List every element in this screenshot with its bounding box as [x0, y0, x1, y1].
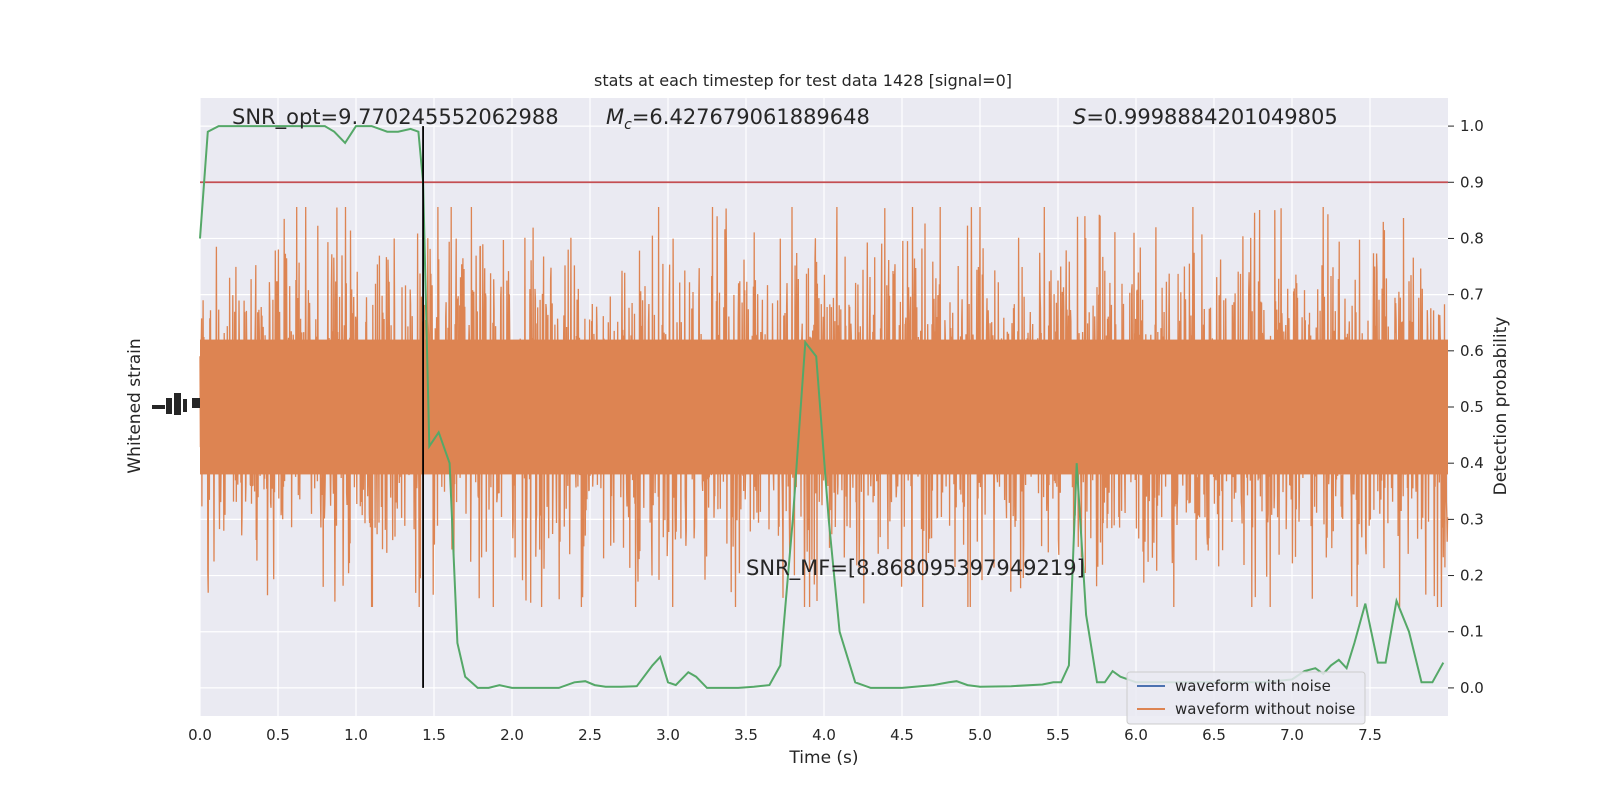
x-tick-label: 3.5	[734, 726, 758, 744]
x-tick-label: 4.0	[812, 726, 836, 744]
x-tick-label: 0.5	[266, 726, 290, 744]
y-right-tick-labels: 0.0 0.1 0.2 0.3 0.4 0.5 0.6 0.7 0.8 0.9 1.0	[1448, 117, 1484, 697]
chart-title: stats at each timestep for test data 142…	[594, 71, 1012, 90]
y-right-tick-label: 0.3	[1460, 510, 1484, 528]
y-right-tick-label: 0.1	[1460, 623, 1484, 641]
snr-opt-annotation: SNR_opt=9.770245552062988	[232, 105, 559, 130]
legend-label-waveform-without-noise: waveform without noise	[1175, 700, 1355, 718]
x-tick-label: 7.5	[1358, 726, 1382, 744]
left-axis-tick-marks	[152, 393, 200, 415]
x-tick-label: 5.5	[1046, 726, 1070, 744]
y-right-tick-label: 1.0	[1460, 117, 1484, 135]
x-tick-label: 4.5	[890, 726, 914, 744]
y-right-tick-label: 0.4	[1460, 454, 1484, 472]
x-tick-labels: 0.0 0.5 1.0 1.5 2.0 2.5 3.0 3.5 4.0 4.5 5.0 5.5 6.0 6…	[188, 726, 1382, 744]
x-tick-label: 7.0	[1280, 726, 1304, 744]
chirp-mass-subscript: c	[624, 117, 632, 133]
chirp-mass-value: =6.427679061889648	[632, 105, 870, 129]
x-tick-label: 6.5	[1202, 726, 1226, 744]
x-tick-label: 0.0	[188, 726, 212, 744]
chirp-mass-symbol: M	[606, 105, 624, 129]
x-tick-label: 5.0	[968, 726, 992, 744]
y-axis-right-label: Detection probability	[1491, 317, 1511, 496]
y-right-tick-label: 0.5	[1460, 398, 1484, 416]
legend: waveform with noise waveform without noi…	[1126, 671, 1366, 725]
x-tick-label: 3.0	[656, 726, 680, 744]
snr-mf-annotation: SNR_MF=[8.868095397949219]	[746, 556, 1085, 581]
y-right-tick-label: 0.8	[1460, 229, 1484, 247]
y-right-tick-label: 0.2	[1460, 567, 1484, 585]
s-value: =0.9998884201049805	[1086, 105, 1337, 129]
x-tick-label: 2.0	[500, 726, 524, 744]
x-tick-label: 2.5	[578, 726, 602, 744]
legend-box	[1126, 671, 1366, 725]
s-symbol: S	[1073, 105, 1086, 129]
y-right-tick-label: 0.0	[1460, 679, 1484, 697]
y-right-tick-label: 0.9	[1460, 173, 1484, 191]
y-right-tick-label: 0.7	[1460, 286, 1484, 304]
x-axis-label: Time (s)	[788, 748, 858, 768]
y-axis-left-label: Whitened strain	[125, 338, 145, 473]
s-annotation: S=0.9998884201049805	[1073, 105, 1338, 129]
y-right-tick-label: 0.6	[1460, 342, 1484, 360]
x-tick-label: 1.0	[344, 726, 368, 744]
x-tick-label: 1.5	[422, 726, 446, 744]
x-tick-label: 6.0	[1124, 726, 1148, 744]
chirp-mass-annotation: Mc=6.427679061889648	[606, 105, 870, 133]
legend-label-waveform-with-noise: waveform with noise	[1175, 677, 1331, 695]
